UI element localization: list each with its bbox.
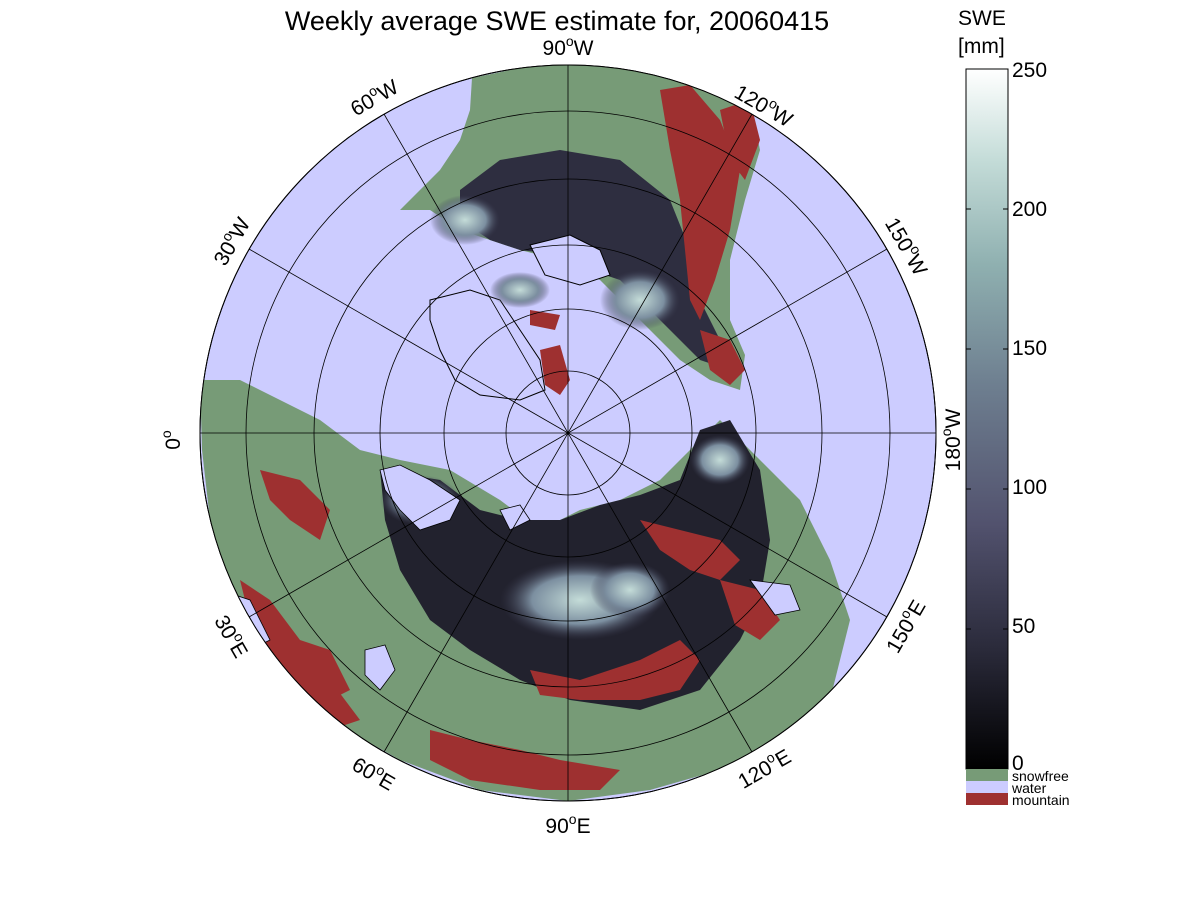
- lon-label-90e-text: 90oE: [545, 811, 590, 838]
- snow-peak-hudson: [430, 195, 500, 245]
- colorbar-ticks: [966, 68, 1008, 770]
- baltic-sea: [379, 464, 461, 531]
- colorbar-tick-200: 200: [1012, 198, 1047, 221]
- legend-label-water: water: [1011, 780, 1047, 796]
- graticule: [200, 65, 936, 801]
- lon-label-0-text: 0o: [158, 430, 185, 450]
- colorbar-tick-150: 150: [1012, 337, 1047, 360]
- legend-label-snowfree: snowfree: [1012, 768, 1069, 784]
- legend-swatch-mountain: [966, 793, 1008, 805]
- map-title: Weekly average SWE estimate for, 2006041…: [285, 6, 829, 36]
- colorbar-tick-labels: 250 200 150 100 50 0: [1012, 59, 1047, 775]
- legend-swatch-water: [966, 781, 1008, 793]
- snow-peak-canada-west: [600, 270, 680, 330]
- lon-label-180w-text: 180oW: [938, 408, 965, 471]
- colorbar-tick-0: 0: [1012, 752, 1024, 775]
- legend-label-mountain: mountain: [1012, 792, 1070, 808]
- category-legend: snowfree water mountain: [966, 768, 1070, 808]
- snow-peak-labrador: [490, 272, 550, 308]
- land-layer: [200, 65, 850, 801]
- caspian-sea: [364, 644, 396, 691]
- lon-label-90e: 90oE: [545, 811, 590, 838]
- snow-peak-east-siberia: [690, 435, 750, 485]
- colorbar-gradient: [965, 68, 1009, 770]
- lon-label-180w: 180oW: [938, 408, 965, 471]
- lon-label-90w: 90oW: [543, 33, 594, 60]
- legend-swatch-snowfree: [966, 769, 1008, 781]
- snow-peak-central: [590, 562, 670, 618]
- colorbar-label-unit: [mm]: [958, 35, 1005, 58]
- hudson-bay: [529, 234, 611, 286]
- colorbar-tick-100: 100: [1012, 476, 1047, 499]
- colorbar-label-swe: SWE: [958, 7, 1006, 30]
- lon-label-30e-text: 30oE: [209, 609, 255, 662]
- map-disc: [199, 64, 937, 802]
- okhotsk-sea: [749, 579, 801, 616]
- lon-label-30e: 30oE: [209, 609, 255, 662]
- colorbar-tick-250: 250: [1012, 59, 1047, 82]
- colorbar-tick-50: 50: [1012, 615, 1035, 638]
- colorbar: SWE [mm] 250 200 150 100 50 0: [958, 7, 1047, 775]
- lon-label-0: 0o: [158, 430, 185, 450]
- lon-label-90w-text: 90oW: [543, 33, 594, 60]
